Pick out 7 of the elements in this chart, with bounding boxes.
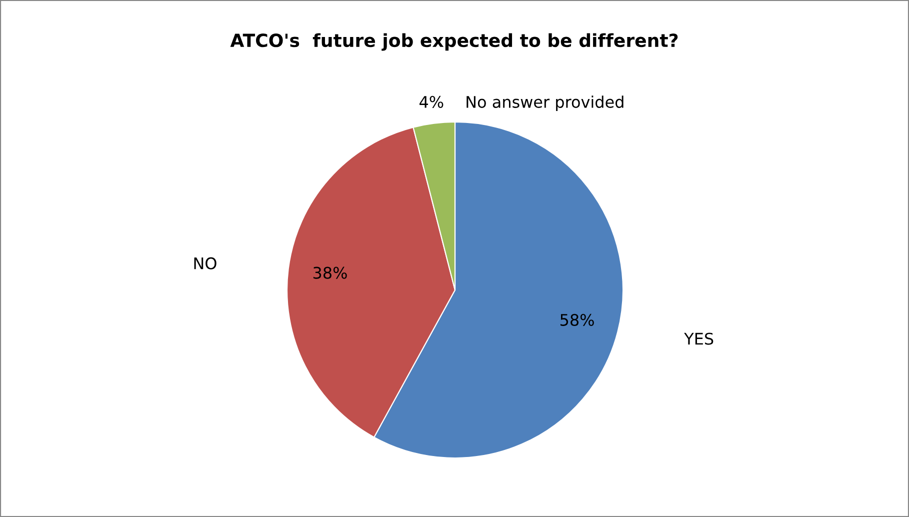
chart-title: ATCO's future job expected to be different?: [230, 33, 678, 51]
data-label: 38%: [313, 266, 347, 279]
slice-label: YES: [684, 332, 714, 345]
slice-label: No answer provided: [466, 96, 624, 112]
slice-label: NO: [194, 257, 216, 270]
data-label: 4%: [420, 96, 444, 108]
data-label: 58%: [560, 314, 594, 326]
